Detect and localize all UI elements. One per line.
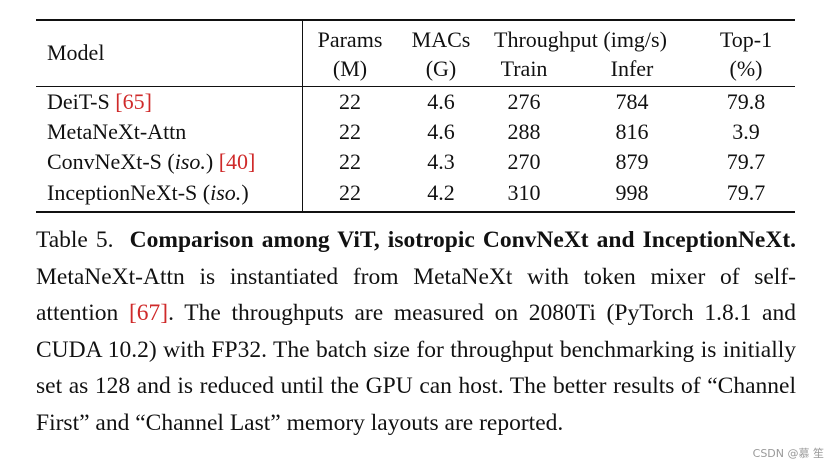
cell-params: 22 — [339, 180, 361, 205]
caption-text-1: MetaNeXt-Attn is instantiated from MetaN… — [36, 263, 796, 327]
model-name-tail: ) — [241, 180, 249, 205]
table-bottom-rule — [36, 211, 795, 213]
cell-params: 22 — [339, 89, 361, 114]
table-header-rule — [36, 86, 795, 87]
header-model: Model — [47, 40, 105, 65]
header-top1-unit: (%) — [729, 56, 763, 81]
header-throughput: Throughput (img/s) — [494, 27, 667, 52]
caption-label: Table 5. — [36, 227, 114, 253]
cell-top1: 79.7 — [726, 149, 766, 174]
cell-top1: 3.9 — [732, 119, 760, 144]
table-top-rule — [36, 19, 795, 21]
header-params-unit: (M) — [332, 56, 368, 81]
caption-citation[interactable]: [67] — [128, 300, 169, 327]
caption-title: Comparison among ViT, isotropic ConvNeXt… — [129, 227, 797, 253]
header-train: Train — [500, 56, 548, 81]
cell-infer: 879 — [615, 149, 649, 174]
caption-text-2: . The throughputs are measured on 2080Ti… — [36, 300, 796, 436]
cell-train: 310 — [507, 180, 541, 205]
header-top1: Top-1 — [719, 27, 773, 52]
header-macs: MACs — [411, 27, 471, 52]
header-params: Params — [317, 27, 383, 52]
model-name: InceptionNeXt-S ( — [47, 180, 211, 205]
table-row-model: DeiT-S [65] — [47, 89, 152, 115]
cell-params: 22 — [339, 149, 361, 174]
cell-macs: 4.3 — [427, 149, 455, 174]
cell-top1: 79.7 — [726, 180, 766, 205]
cell-macs: 4.6 — [427, 89, 455, 114]
model-name: MetaNeXt-Attn — [47, 119, 187, 144]
cell-train: 270 — [507, 149, 541, 174]
table-row-model: ConvNeXt-S (iso.) [40] — [47, 149, 255, 175]
cell-macs: 4.2 — [427, 180, 455, 205]
cell-train: 276 — [507, 89, 541, 114]
cell-params: 22 — [339, 119, 361, 144]
model-name-tail: ) — [205, 149, 219, 174]
cell-top1: 79.8 — [726, 89, 766, 114]
watermark: CSDN @慕 笙 — [752, 447, 824, 460]
model-name: DeiT-S — [47, 89, 116, 114]
table-caption: Table 5. Comparison among ViT, isotropic… — [36, 222, 796, 442]
header-infer: Infer — [610, 56, 654, 81]
model-name: ConvNeXt-S ( — [47, 149, 175, 174]
cell-infer: 816 — [615, 119, 649, 144]
cell-infer: 998 — [615, 180, 649, 205]
model-citation[interactable]: [65] — [115, 89, 152, 114]
cell-infer: 784 — [615, 89, 649, 114]
model-citation[interactable]: [40] — [218, 149, 256, 174]
header-macs-unit: (G) — [425, 56, 457, 81]
table-row-model: InceptionNeXt-S (iso.) — [47, 180, 249, 206]
table-row-model: MetaNeXt-Attn — [47, 119, 186, 145]
model-variant: iso. — [174, 149, 206, 174]
cell-train: 288 — [507, 119, 541, 144]
cell-macs: 4.6 — [427, 119, 455, 144]
table-column-separator — [302, 20, 303, 211]
model-variant: iso. — [210, 180, 242, 205]
